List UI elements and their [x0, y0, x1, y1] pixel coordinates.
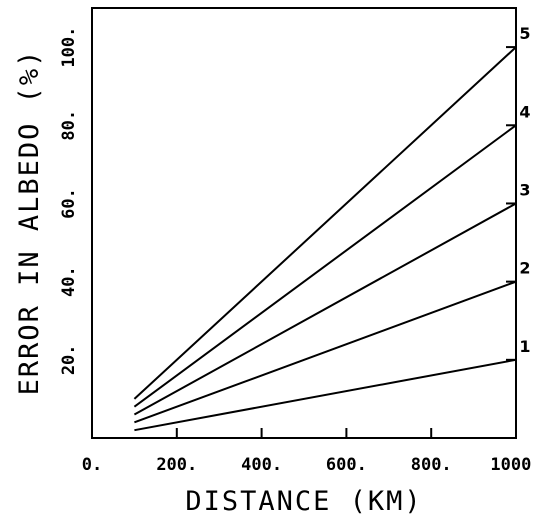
y-tick-label: 20.: [59, 344, 79, 375]
series-label-1: 1: [519, 337, 530, 356]
series-label-2: 2: [519, 259, 530, 278]
x-tick-label: 1000.: [490, 455, 533, 475]
tick-labels: 0. 200. 400. 600. 800. 1000. 20. 40. 60. 80. 100.: [59, 27, 533, 475]
y-axis-title: ERROR IN ALBEDO (%): [14, 49, 45, 396]
series-label-3: 3: [519, 180, 530, 199]
ticks: [175, 46, 517, 438]
series-line-3: [133, 202, 517, 416]
y-tick-label: 40.: [59, 266, 79, 297]
x-tick-label: 200.: [156, 455, 197, 475]
x-tick-label: 800.: [411, 455, 452, 475]
x-tick-label: 600.: [326, 455, 367, 475]
y-tick-label: 60.: [59, 188, 79, 219]
series-line-2: [134, 280, 517, 424]
series-line-5: [133, 46, 517, 400]
series-line-1: [134, 358, 517, 432]
x-tick-label: 0.: [82, 455, 102, 475]
y-tick-label: 100.: [59, 27, 79, 68]
series-lines: [133, 46, 517, 432]
plot-frame: [91, 7, 517, 439]
series-label-5: 5: [519, 24, 530, 43]
series-labels: 1 2 3 4 5: [519, 24, 530, 356]
y-tick-label: 80.: [59, 110, 79, 141]
series-line-4: [133, 124, 517, 408]
x-tick-label: 400.: [241, 455, 282, 475]
series-label-4: 4: [519, 102, 530, 121]
x-axis-title: DISTANCE (KM): [185, 486, 422, 517]
